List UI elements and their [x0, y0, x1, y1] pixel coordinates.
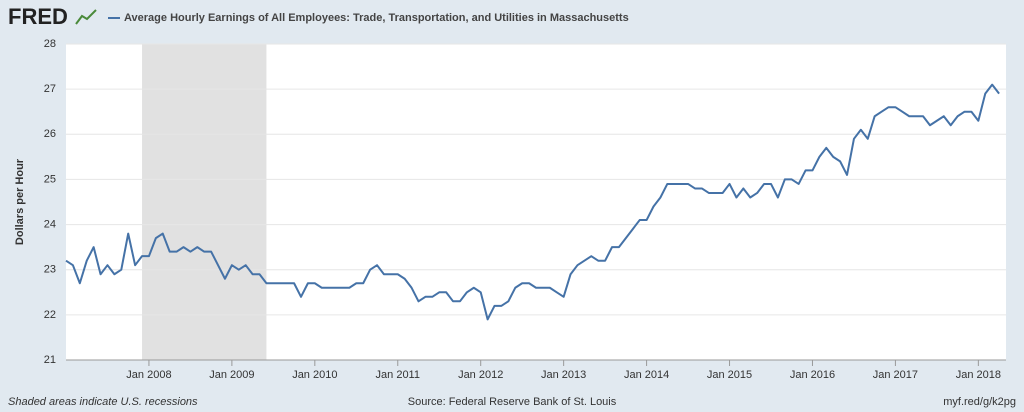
x-tick-label: Jan 2018 — [956, 369, 1001, 381]
x-tick-label: Jan 2010 — [292, 369, 337, 381]
link: myf.red/g/k2pg — [943, 396, 1016, 408]
recession-band — [142, 44, 267, 360]
y-tick-label: 21 — [44, 354, 56, 366]
y-tick-label: 23 — [44, 264, 56, 276]
logo-icon — [75, 9, 97, 25]
x-tick-label: Jan 2015 — [707, 369, 752, 381]
y-tick-label: 26 — [44, 128, 56, 140]
y-tick-label: 22 — [44, 309, 56, 321]
y-tick-label: 25 — [44, 173, 56, 185]
x-tick-label: Jan 2008 — [126, 369, 171, 381]
x-tick-label: Jan 2016 — [790, 369, 835, 381]
x-tick-label: Jan 2013 — [541, 369, 586, 381]
y-axis-label: Dollars per Hour — [14, 158, 26, 245]
x-tick-label: Jan 2014 — [624, 369, 669, 381]
series-line — [65, 83, 1000, 321]
x-tick-label: Jan 2009 — [209, 369, 254, 381]
source: Source: Federal Reserve Bank of St. Loui… — [408, 396, 617, 408]
y-tick-label: 28 — [44, 38, 56, 50]
y-tick-label: 27 — [44, 83, 56, 95]
x-tick-label: Jan 2011 — [376, 369, 420, 381]
legend-label: Average Hourly Earnings of All Employees… — [124, 12, 629, 24]
logo: FRED — [8, 4, 68, 29]
y-tick-label: 24 — [44, 218, 56, 230]
recession-note: Shaded areas indicate U.S. recessions — [8, 396, 198, 408]
x-tick-label: Jan 2012 — [458, 369, 503, 381]
x-tick-label: Jan 2017 — [873, 369, 918, 381]
